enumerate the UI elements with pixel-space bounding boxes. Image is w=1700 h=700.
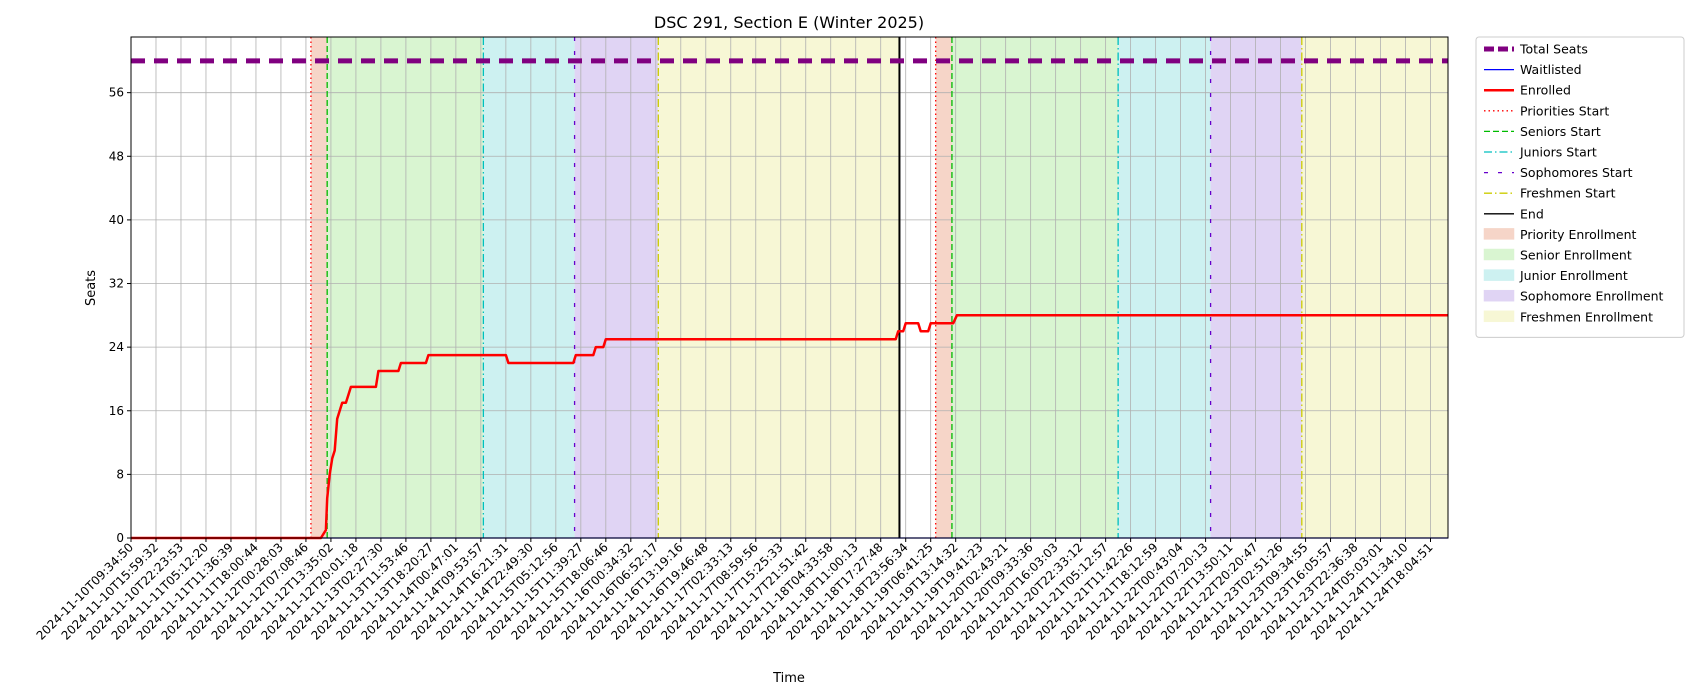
band-sophomore-enrollment xyxy=(574,37,659,538)
legend-label: Priority Enrollment xyxy=(1520,227,1637,242)
legend: Total Seats Waitlisted Enrolled Priorities … xyxy=(1475,36,1685,338)
legend-label: Seniors Start xyxy=(1520,124,1601,139)
band-sophomore-enrollment xyxy=(1210,37,1302,538)
y-tick-label: 16 xyxy=(109,404,124,418)
legend-label: Sophomore Enrollment xyxy=(1520,289,1664,304)
series-enrolled xyxy=(131,314,1448,540)
x-axis-label: Time xyxy=(772,671,805,686)
y-axis-ticks: 0 8 16 24 32 40 48 56 xyxy=(109,86,131,545)
y-tick-label: 56 xyxy=(109,86,124,100)
legend-swatch-junior-enrollment xyxy=(1483,269,1515,281)
band-freshmen-enrollment xyxy=(658,37,900,538)
legend-label: Total Seats xyxy=(1519,42,1588,57)
legend-label: Freshmen Start xyxy=(1520,186,1616,201)
legend-label: Freshmen Enrollment xyxy=(1520,309,1653,324)
band-senior-enrollment xyxy=(327,37,484,538)
y-tick-label: 8 xyxy=(116,467,124,481)
band-priority-enrollment xyxy=(935,37,952,538)
x-axis-ticks: 2024-11-10T09:34:502024-11-10T15:59:3220… xyxy=(34,538,1436,643)
legend-label: Priorities Start xyxy=(1520,103,1609,118)
legend-swatch-freshmen-enrollment xyxy=(1483,310,1515,323)
band-freshmen-enrollment xyxy=(1301,37,1448,538)
chart-title: DSC 291, Section E (Winter 2025) xyxy=(654,13,924,32)
grid-lines xyxy=(130,37,1448,539)
legend-frame xyxy=(1475,36,1685,338)
y-tick-label: 0 xyxy=(116,531,124,545)
y-axis-label: Seats xyxy=(84,270,99,306)
legend-label: Juniors Start xyxy=(1519,145,1597,160)
band-junior-enrollment xyxy=(1118,37,1211,538)
legend-swatch-senior-enrollment xyxy=(1483,248,1515,261)
band-junior-enrollment xyxy=(483,37,575,538)
band-senior-enrollment xyxy=(951,37,1119,538)
y-tick-label: 48 xyxy=(109,149,124,163)
plot-frame xyxy=(130,36,1449,539)
enrollment-bands xyxy=(310,37,1448,538)
band-priority-enrollment xyxy=(310,37,328,538)
legend-swatch-sophomore-enrollment xyxy=(1483,289,1515,302)
phase-start-markers xyxy=(310,37,1303,538)
legend-label: Senior Enrollment xyxy=(1520,248,1632,263)
y-tick-label: 32 xyxy=(109,277,124,291)
legend-label: End xyxy=(1520,206,1544,221)
legend-label: Waitlisted xyxy=(1520,62,1582,77)
legend-label: Sophomores Start xyxy=(1520,165,1633,180)
y-tick-label: 40 xyxy=(109,213,124,227)
y-tick-label: 24 xyxy=(109,340,124,354)
legend-label: Junior Enrollment xyxy=(1519,268,1628,283)
legend-swatch-priority-enrollment xyxy=(1483,228,1515,240)
legend-label: Enrolled xyxy=(1520,83,1571,98)
